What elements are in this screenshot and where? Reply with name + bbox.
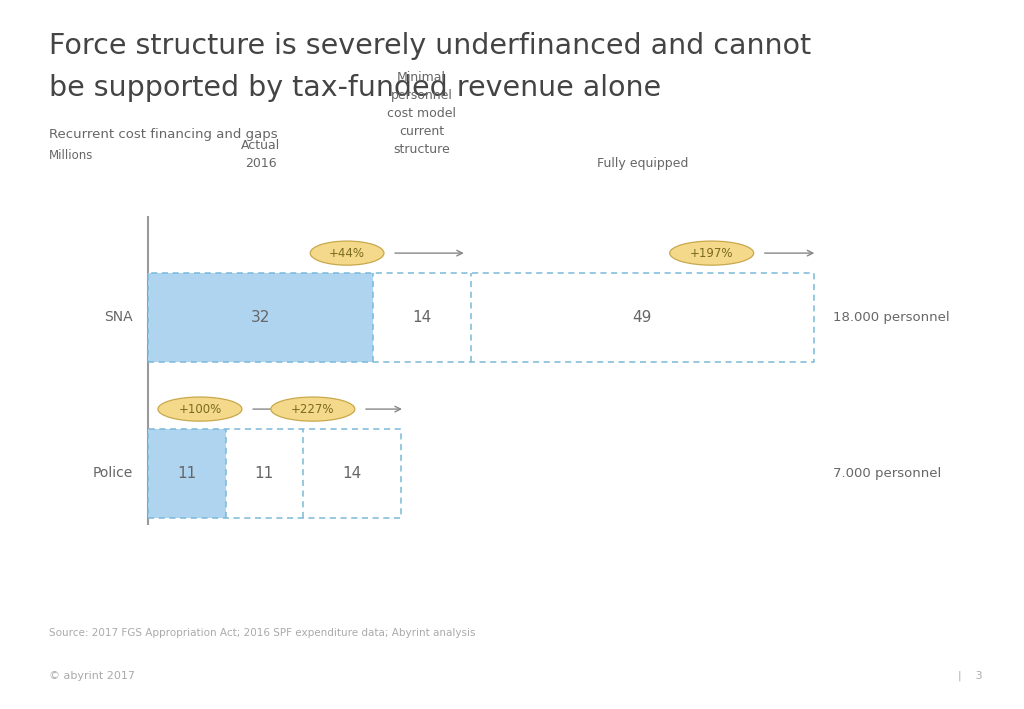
Text: +197%: +197% xyxy=(690,247,733,259)
Text: 18.000 personnel: 18.000 personnel xyxy=(833,311,949,324)
Text: be supported by tax-funded revenue alone: be supported by tax-funded revenue alone xyxy=(49,74,662,102)
Text: © abyrint 2017: © abyrint 2017 xyxy=(49,671,135,681)
Text: Force structure is severely underfinanced and cannot: Force structure is severely underfinance… xyxy=(49,32,811,60)
Text: Source: 2017 FGS Appropriation Act; 2016 SPF expenditure data; Abyrint analysis: Source: 2017 FGS Appropriation Act; 2016… xyxy=(49,628,476,638)
Text: 49: 49 xyxy=(633,310,652,325)
Text: 14: 14 xyxy=(342,466,361,481)
Text: Minimal
personnel
cost model
current
structure: Minimal personnel cost model current str… xyxy=(387,71,457,156)
Text: +100%: +100% xyxy=(178,403,221,415)
Text: +227%: +227% xyxy=(291,403,335,415)
Text: Recurrent cost financing and gaps: Recurrent cost financing and gaps xyxy=(49,128,278,140)
Text: 7.000 personnel: 7.000 personnel xyxy=(833,467,941,480)
Text: 11: 11 xyxy=(254,466,273,481)
Text: 11: 11 xyxy=(177,466,197,481)
Text: +44%: +44% xyxy=(329,247,366,259)
Text: Police: Police xyxy=(93,467,133,480)
Text: Fully equipped: Fully equipped xyxy=(597,157,688,170)
Text: Millions: Millions xyxy=(49,149,93,162)
Text: 14: 14 xyxy=(412,310,431,325)
Text: 32: 32 xyxy=(251,310,270,325)
Text: |    3: | 3 xyxy=(958,670,983,681)
Text: SNA: SNA xyxy=(104,311,133,324)
Text: Actual
2016: Actual 2016 xyxy=(241,139,281,170)
